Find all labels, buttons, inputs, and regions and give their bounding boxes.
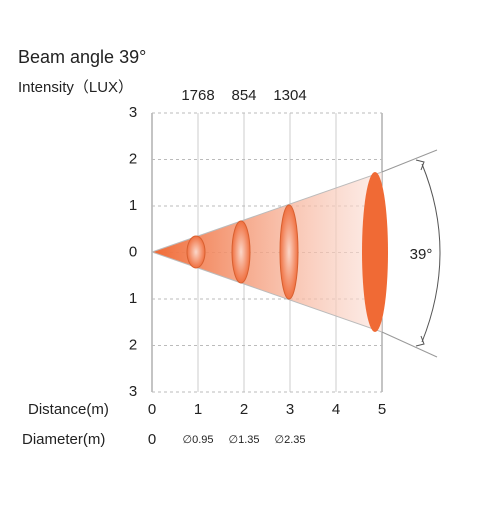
diameter-value: ∅2.35: [275, 434, 306, 446]
arrow-head: [415, 335, 425, 347]
diameter-label: Diameter(m): [22, 431, 105, 448]
y-tick-label: 2: [129, 150, 137, 167]
beam-cone: [152, 172, 382, 332]
x-tick-label: 3: [286, 401, 294, 418]
intensity-value: 1304: [273, 87, 306, 104]
angle-arc: [421, 163, 441, 343]
cone-edge: [151, 171, 383, 253]
diameter-value: ∅0.95: [183, 434, 214, 446]
beam-section: [231, 220, 251, 284]
arrow-head: [415, 159, 425, 171]
y-tick-label: 3: [129, 383, 137, 400]
angle-line: [381, 149, 438, 173]
y-tick-label: 1: [129, 290, 137, 307]
cone-edge: [151, 251, 383, 333]
x-tick-label: 4: [332, 401, 340, 418]
diameter-value: ∅1.35: [229, 434, 260, 446]
subtitle: Intensity（LUX）: [18, 79, 133, 96]
y-tick-label: 1: [129, 197, 137, 214]
beam-section: [362, 172, 388, 332]
y-tick-label: 2: [129, 336, 137, 353]
x-tick-label: 1: [194, 401, 202, 418]
beam-section: [186, 235, 206, 269]
intensity-value: 854: [231, 87, 256, 104]
diameter-value: 0: [148, 431, 156, 448]
distance-label: Distance(m): [28, 401, 109, 418]
y-tick-label: 3: [129, 104, 137, 121]
beam-section: [279, 204, 299, 300]
y-tick-label: 0: [129, 243, 137, 260]
x-tick-label: 5: [378, 401, 386, 418]
x-tick-label: 0: [148, 401, 156, 418]
intensity-value: 1768: [181, 87, 214, 104]
angle-label: 39°: [410, 246, 433, 263]
x-tick-label: 2: [240, 401, 248, 418]
angle-line: [381, 331, 438, 358]
title: Beam angle 39°: [18, 47, 146, 67]
